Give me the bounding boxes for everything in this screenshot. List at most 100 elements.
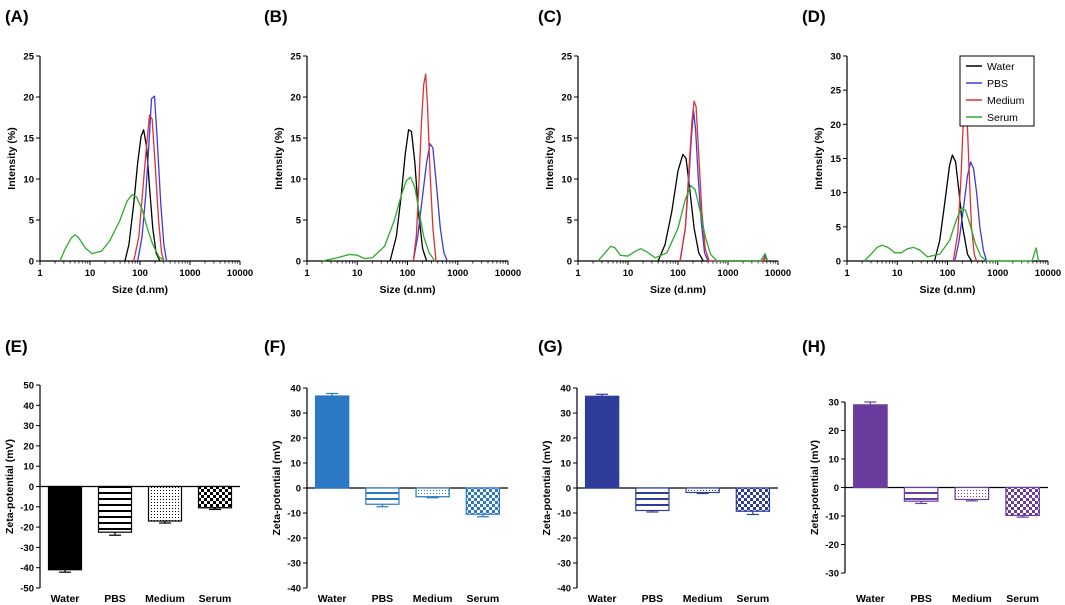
- y-tick-label: -50: [20, 584, 34, 595]
- y-axis-title: Intensity (%): [544, 127, 556, 189]
- y-tick-label: 10: [828, 455, 839, 466]
- y-axis-title: Intensity (%): [273, 127, 285, 189]
- y-tick-label: 25: [23, 52, 34, 63]
- y-tick-label: 5: [836, 222, 842, 233]
- category-label-water: Water: [318, 593, 347, 605]
- series-medium-line: [133, 114, 165, 262]
- x-tick-label: 1000: [717, 268, 738, 279]
- series-medium-line: [679, 100, 769, 262]
- x-axis-title: Size (d.nm): [650, 284, 706, 296]
- category-label-pbs: PBS: [372, 593, 394, 605]
- y-tick-label: 20: [561, 93, 572, 104]
- bar-medium: [415, 487, 450, 498]
- dls-panel-3: (D) 0 5 10 15 20 25 30 1 10 100 1000 10000 Size (d.nm…: [802, 7, 1061, 296]
- x-axis-title: Size (d.nm): [379, 284, 435, 296]
- y-tick-label: 20: [830, 120, 841, 131]
- y-tick-label: 5: [567, 216, 573, 227]
- y-tick-label: 40: [23, 401, 34, 412]
- bar-serum: [197, 485, 233, 509]
- x-tick-label: 1: [37, 268, 43, 279]
- bar-medium: [685, 487, 720, 494]
- y-tick-label: -40: [557, 584, 571, 595]
- x-tick-label: 100: [400, 268, 416, 279]
- y-tick-label: -10: [20, 502, 34, 513]
- bar-serum: [1005, 486, 1040, 517]
- bar-pbs: [635, 487, 670, 512]
- bar-medium: [954, 486, 990, 501]
- y-tick-label: 10: [560, 459, 571, 470]
- dls-panel-1: (B) 0 5 10 15 20 25 1 10 100 1000 10000 Size (d.nm) I…: [264, 7, 521, 296]
- zeta-panel-4: (E) -50 -40 -30 -20 -10 0 10 20 30 40 50 Zeta-potent…: [4, 337, 240, 605]
- y-tick-label: -20: [287, 534, 301, 545]
- panel-label: (E): [5, 337, 28, 356]
- panel-label: (F): [264, 337, 286, 356]
- legend-label-pbs: PBS: [987, 78, 1008, 90]
- x-tick-label: 1000: [179, 268, 200, 279]
- series-water-line: [124, 129, 161, 262]
- y-tick-label: -40: [287, 584, 301, 595]
- bar-pbs: [903, 486, 939, 502]
- panel-label: (C): [538, 7, 562, 26]
- y-tick-label: 30: [830, 52, 841, 63]
- y-tick-label: -10: [825, 512, 839, 523]
- y-tick-label: 0: [29, 482, 34, 493]
- y-tick-label: -10: [287, 509, 301, 520]
- legend-label-serum: Serum: [987, 112, 1018, 124]
- series-pbs-line: [679, 110, 769, 262]
- y-tick-label: 30: [23, 421, 34, 432]
- y-tick-label: 10: [290, 175, 301, 186]
- x-tick-label: 1: [844, 268, 850, 279]
- x-tick-label: 100: [940, 268, 956, 279]
- y-tick-label: 25: [290, 52, 301, 63]
- category-label-pbs: PBS: [104, 593, 126, 605]
- y-tick-label: 0: [296, 257, 301, 268]
- series-serum-line: [597, 184, 769, 262]
- y-tick-label: 20: [828, 426, 839, 437]
- legend-label-water: Water: [987, 61, 1015, 73]
- y-tick-label: 0: [296, 484, 301, 495]
- y-axis-title: Zeta-potential (mV): [541, 440, 553, 535]
- y-tick-label: 25: [830, 86, 841, 97]
- y-tick-label: 5: [29, 216, 35, 227]
- x-tick-label: 10000: [227, 268, 253, 279]
- y-axis-title: Zeta-potential (mV): [4, 439, 16, 534]
- y-tick-label: 15: [830, 154, 841, 165]
- bar-water: [853, 404, 888, 489]
- bar-serum: [735, 487, 771, 512]
- x-axis-title: Size (d.nm): [919, 284, 975, 296]
- category-label-serum: Serum: [199, 593, 232, 605]
- zeta-panel-7: (H) -30 -20 -10 0 10 20 30 Zeta-potential (mV) Wa…: [802, 337, 1048, 605]
- y-axis-title: Intensity (%): [813, 127, 825, 189]
- y-tick-label: -10: [557, 509, 571, 520]
- bar-water: [47, 485, 83, 571]
- x-tick-label: 10: [892, 268, 903, 279]
- x-axis-title: Size (d.nm): [112, 284, 168, 296]
- x-tick-label: 10: [85, 268, 96, 279]
- y-tick-label: 10: [290, 459, 301, 470]
- category-label-water: Water: [856, 593, 885, 605]
- y-tick-label: 0: [834, 483, 839, 494]
- bar-pbs: [97, 485, 133, 533]
- category-label-medium: Medium: [145, 593, 185, 605]
- x-tick-label: 1000: [987, 268, 1008, 279]
- y-tick-label: -30: [825, 569, 839, 580]
- dls-panel-0: (A) 0 5 10 15 20 25 1 10 100 1000 10000 Size (d.nm) I…: [5, 7, 253, 296]
- bar-pbs: [365, 487, 400, 505]
- y-tick-label: 20: [23, 93, 34, 104]
- y-tick-label: 0: [836, 257, 841, 268]
- panel-label: (H): [802, 337, 826, 356]
- x-tick-label: 100: [132, 268, 148, 279]
- panel-label: (B): [264, 7, 288, 26]
- y-axis-title: Zeta-potential (mV): [271, 440, 283, 535]
- y-tick-label: 5: [296, 216, 302, 227]
- category-label-pbs: PBS: [642, 593, 664, 605]
- x-tick-label: 10000: [495, 268, 521, 279]
- y-tick-label: -30: [557, 559, 571, 570]
- category-label-serum: Serum: [467, 593, 500, 605]
- x-tick-label: 10000: [765, 268, 791, 279]
- y-tick-label: 50: [23, 381, 34, 392]
- y-tick-label: -30: [20, 543, 34, 554]
- zeta-panel-6: (G) -40 -30 -20 -10 0 10 20 30 40 Zeta-potential (…: [538, 337, 778, 605]
- series-water-line: [389, 129, 428, 262]
